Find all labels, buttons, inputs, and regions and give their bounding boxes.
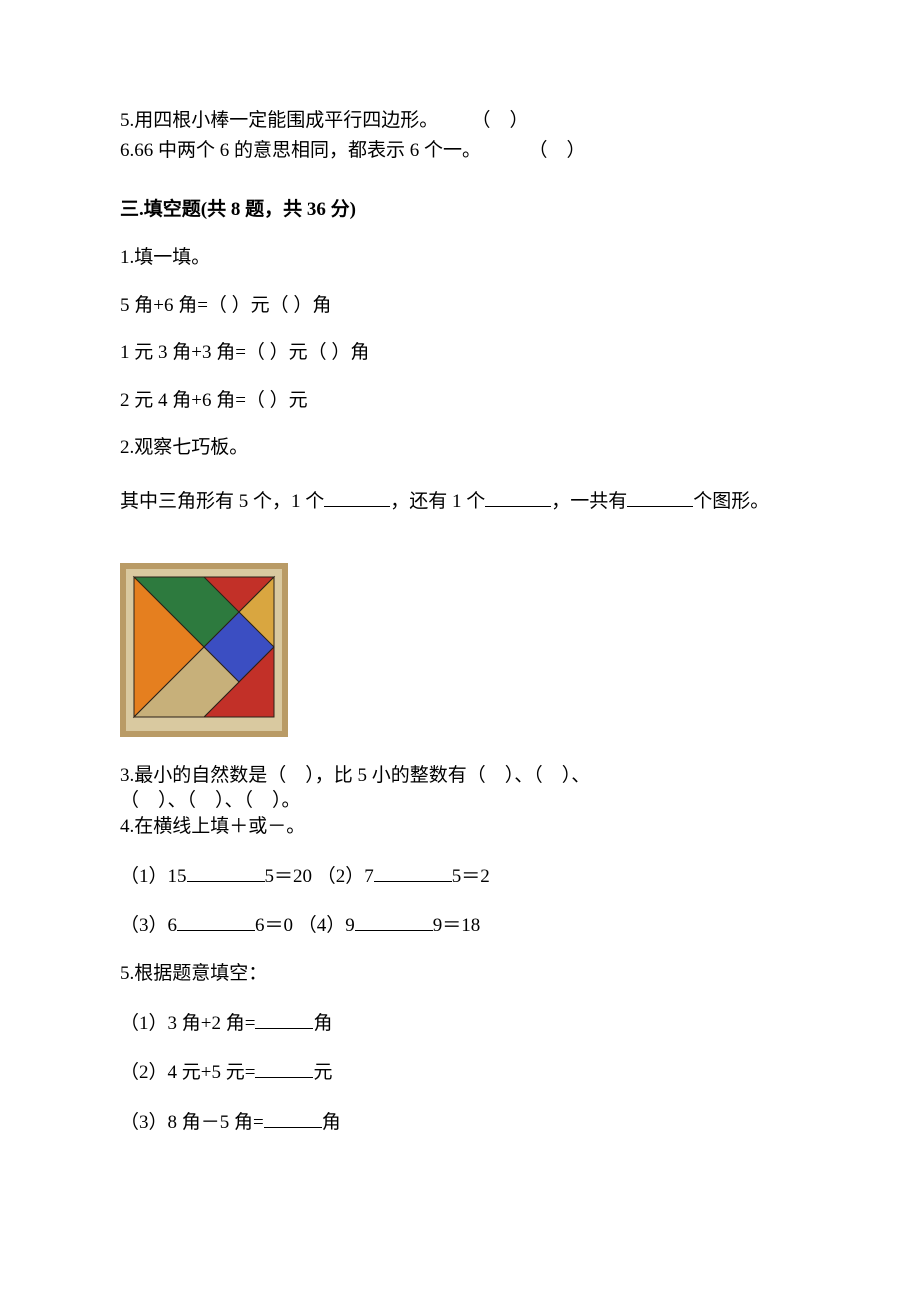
blank bbox=[324, 487, 390, 507]
blank bbox=[355, 911, 433, 931]
q5-3-post: 角 bbox=[322, 1112, 341, 1133]
q2-body-pre: 其中三角形有 5 个，1 个 bbox=[120, 491, 324, 512]
q4-4-pre: （4）9 bbox=[298, 915, 355, 936]
tangram-figure bbox=[120, 563, 800, 737]
q5-2-pre: （2）4 元+5 元= bbox=[120, 1062, 255, 1083]
section-3-heading: 三.填空题(共 8 题，共 36 分) bbox=[120, 197, 800, 223]
tf-q5: 5.用四根小棒一定能围成平行四边形。 （ ） bbox=[120, 108, 800, 134]
q2-body-post: 个图形。 bbox=[693, 491, 769, 512]
tangram-svg bbox=[120, 563, 288, 737]
blank bbox=[374, 862, 452, 882]
blank bbox=[627, 487, 693, 507]
q1-line2: 1 元 3 角+3 角=（ ）元（ ）角 bbox=[120, 340, 800, 366]
q5-1-post: 角 bbox=[313, 1013, 332, 1034]
q4-2-pre: （2）7 bbox=[317, 866, 374, 887]
q5-1-pre: （1）3 角+2 角= bbox=[120, 1013, 255, 1034]
q5-line3: （3）8 角－5 角= 角 bbox=[120, 1108, 800, 1136]
blank bbox=[187, 862, 265, 882]
q5-line2: （2）4 元+5 元= 元 bbox=[120, 1058, 800, 1086]
q4-2-post: 5＝2 bbox=[452, 866, 490, 887]
blank bbox=[255, 1058, 313, 1078]
q4-1-post: 5＝20 bbox=[265, 866, 313, 887]
q5-stem: 5.根据题意填空： bbox=[120, 961, 800, 987]
q5-2-post: 元 bbox=[313, 1062, 332, 1083]
q4-stem: 4.在横线上填＋或－。 bbox=[120, 814, 800, 840]
q5-3-pre: （3）8 角－5 角= bbox=[120, 1112, 264, 1133]
blank bbox=[177, 911, 255, 931]
blank bbox=[264, 1108, 322, 1128]
q4-row2: （3）6 6＝0 （4）9 9＝18 bbox=[120, 911, 800, 939]
tangram-pieces bbox=[134, 577, 274, 717]
q1-stem: 1.填一填。 bbox=[120, 245, 800, 271]
blank bbox=[255, 1009, 313, 1029]
q4-4-post: 9＝18 bbox=[433, 915, 481, 936]
q4-row1: （1）15 5＝20 （2）7 5＝2 bbox=[120, 862, 800, 890]
q3: 3.最小的自然数是（ ），比 5 小的整数有（ ）、（ ）、 （ ）、（ ）、（… bbox=[120, 763, 800, 814]
q2-stem: 2.观察七巧板。 bbox=[120, 435, 800, 461]
q2-body: 其中三角形有 5 个，1 个 ，还有 1 个 ，一共有 个图形。 bbox=[120, 487, 800, 515]
blank bbox=[485, 487, 551, 507]
q2-body-mid1: ，还有 1 个 bbox=[390, 491, 485, 512]
q4-1-pre: （1）15 bbox=[120, 866, 187, 887]
q4-3-post: 6＝0 bbox=[255, 915, 293, 936]
q1-line1: 5 角+6 角=（ ）元（ ）角 bbox=[120, 293, 800, 319]
q1-line3: 2 元 4 角+6 角=（ ）元 bbox=[120, 388, 800, 414]
q2-body-mid2: ，一共有 bbox=[551, 491, 627, 512]
tf-q6: 6.66 中两个 6 的意思相同，都表示 6 个一。 （ ） bbox=[120, 138, 800, 164]
q4-3-pre: （3）6 bbox=[120, 915, 177, 936]
page: 5.用四根小棒一定能围成平行四边形。 （ ） 6.66 中两个 6 的意思相同，… bbox=[0, 0, 920, 1302]
q5-line1: （1）3 角+2 角= 角 bbox=[120, 1009, 800, 1037]
